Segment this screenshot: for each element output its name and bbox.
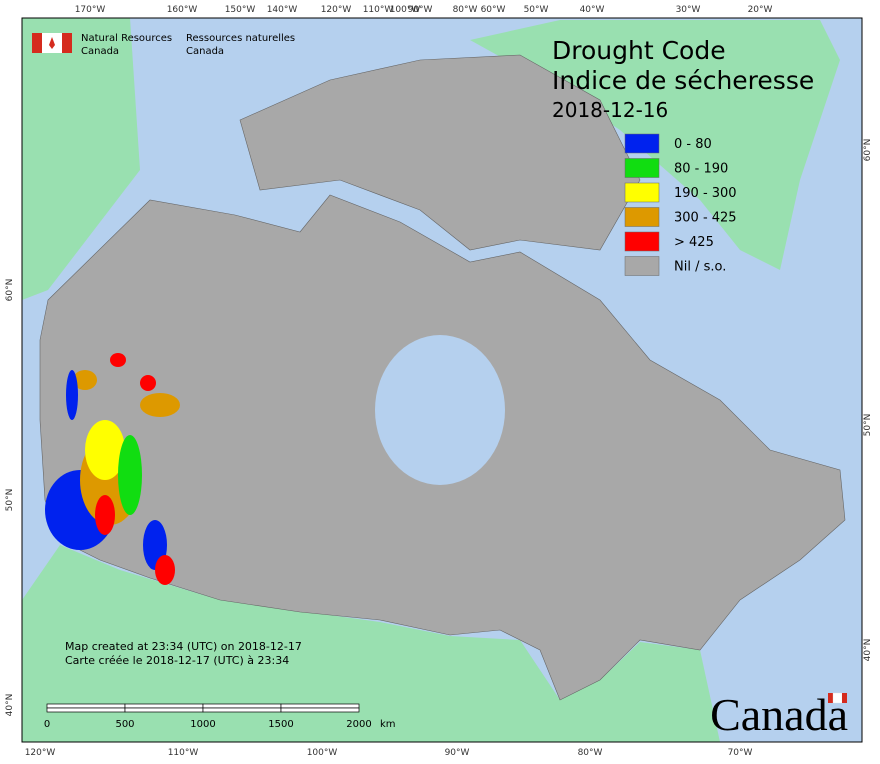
graticule-label: 60°N — [863, 139, 873, 162]
note: Map created at 23:34 (UTC) on 2018-12-17 — [65, 640, 302, 653]
legend-label: Nil / s.o. — [674, 260, 726, 275]
logo-text: Ressources naturelles — [186, 33, 295, 44]
scale-bar: 0 500 1000 1500 2000 km — [44, 703, 396, 730]
legend-label: 0 - 80 — [674, 137, 712, 152]
scale-label: 1000 — [190, 719, 215, 730]
graticule-label: 70°W — [728, 748, 753, 758]
legend-label: 190 - 300 — [674, 186, 737, 201]
scale-segment — [124, 703, 204, 709]
date: 2018-12-16 — [552, 98, 668, 122]
title: Indice de sécheresse — [552, 66, 814, 95]
graticule-label: 100°W — [307, 748, 338, 758]
graticule-label: 140°W — [267, 5, 298, 15]
legend-swatch — [624, 133, 660, 154]
scale-segment — [280, 703, 360, 709]
graticule-label: 110°W — [363, 5, 394, 15]
graticule-label: 80°W — [453, 5, 478, 15]
legend-label: > 425 — [674, 235, 714, 250]
scale-segment — [46, 707, 126, 713]
graticule-label: 120°W — [321, 5, 352, 15]
legend-swatch — [624, 182, 660, 203]
graticule-label: 50°W — [524, 5, 549, 15]
scale-label: 1500 — [268, 719, 293, 730]
legend-swatch — [624, 231, 660, 252]
alaska — [22, 18, 140, 300]
graticule-label: 160°W — [167, 5, 198, 15]
legend: 0 - 80 80 - 190 190 - 300 300 - 425 > 425 Nil… — [624, 133, 737, 276]
graticule-label: 80°W — [578, 748, 603, 758]
graticule-label: 90°W — [445, 748, 470, 758]
legend-swatch — [624, 207, 660, 227]
usa — [22, 545, 720, 742]
scale-label: 0 — [44, 719, 50, 730]
graticule-label: 20°W — [748, 5, 773, 15]
scale-segment — [202, 707, 282, 713]
graticule-label: 60°N — [5, 279, 15, 302]
scale-segment — [124, 707, 204, 713]
frame — [21, 17, 863, 743]
legend-swatch — [624, 256, 660, 276]
graticule-label: 60°W — [481, 5, 506, 15]
legend-label: 80 - 190 — [674, 162, 728, 177]
scale-segment — [46, 703, 126, 709]
graticule-label: 170°W — [75, 5, 106, 15]
graticule-label: 50°N — [863, 414, 873, 437]
logo-text: Canada — [81, 46, 119, 57]
scale-label: 2000 — [346, 719, 371, 730]
scale-label: 500 — [115, 719, 134, 730]
title: Drought Code — [552, 36, 726, 65]
logo-text: Natural Resources — [81, 33, 172, 44]
arctic-islands — [239, 54, 641, 251]
logo — [32, 33, 72, 53]
wordmark-flag — [828, 692, 847, 704]
scale-segment — [202, 703, 282, 709]
graticule-label: 40°N — [5, 694, 15, 717]
graticule-label: 50°N — [5, 489, 15, 512]
note: Carte créée le 2018-12-17 (UTC) à 23:34 — [65, 654, 289, 667]
graticule-label: 40°W — [580, 5, 605, 15]
legend-swatch — [624, 158, 660, 178]
legend-label: 300 - 425 — [674, 211, 737, 226]
graticule-label: 150°W — [225, 5, 256, 15]
hudson-bay — [375, 335, 505, 485]
graticule-label: 30°W — [676, 5, 701, 15]
graticule-label: 100°W — [390, 5, 421, 15]
scale-unit: km — [380, 719, 396, 730]
graticule-label: 110°W — [168, 748, 199, 758]
graticule-label: 40°N — [863, 639, 873, 662]
wordmark: Canada — [710, 689, 848, 740]
logo-text: Canada — [186, 46, 224, 57]
scale-segment — [280, 707, 360, 713]
graticule-label: 90°W — [408, 5, 433, 15]
fire-zones — [45, 353, 180, 585]
graticule-label: 120°W — [25, 748, 56, 758]
